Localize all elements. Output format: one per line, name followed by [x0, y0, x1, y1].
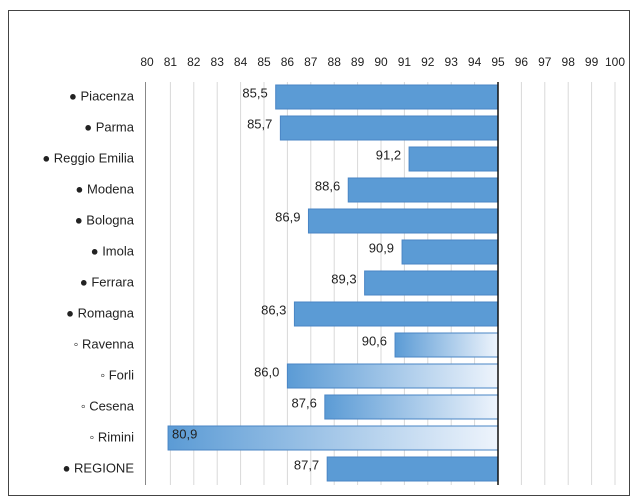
- x-tick-label: 82: [187, 55, 201, 69]
- x-tick-label: 96: [515, 55, 529, 69]
- data-label: 91,2: [376, 147, 401, 162]
- x-tick-label: 95: [491, 55, 505, 69]
- y-tick-label: ● Imola: [91, 243, 135, 258]
- data-label: 86,3: [261, 302, 286, 317]
- x-tick-label: 81: [164, 55, 178, 69]
- bar: [307, 208, 499, 234]
- x-tick-label: 90: [374, 55, 388, 69]
- y-tick-label: ● Modena: [76, 181, 135, 196]
- data-label: 89,3: [331, 271, 356, 286]
- x-tick-label: 80: [140, 55, 154, 69]
- x-tick-label: 94: [468, 55, 482, 69]
- data-label: 88,6: [315, 178, 340, 193]
- bar: [394, 332, 499, 358]
- y-tick-label: ● Parma: [84, 119, 135, 134]
- y-tick-label: ● Bologna: [75, 212, 135, 227]
- y-tick-label: ● REGIONE: [63, 460, 135, 475]
- x-tick-label: 84: [234, 55, 248, 69]
- y-tick-label: ● Romagna: [66, 305, 135, 320]
- y-tick-label: ◦ Rimini: [90, 429, 134, 444]
- x-tick-label: 88: [328, 55, 342, 69]
- x-tick-label: 87: [304, 55, 318, 69]
- bar: [364, 270, 499, 296]
- x-tick-label: 97: [538, 55, 552, 69]
- x-tick-label: 85: [257, 55, 271, 69]
- x-tick-label: 86: [281, 55, 295, 69]
- x-tick-label: 83: [211, 55, 225, 69]
- x-tick-label: 91: [398, 55, 412, 69]
- data-label: 86,9: [275, 209, 300, 224]
- data-label: 85,5: [242, 85, 267, 100]
- bar: [275, 84, 499, 110]
- bar: [401, 239, 499, 265]
- x-tick-label: 100: [605, 55, 625, 69]
- bar: [347, 177, 499, 203]
- bar: [293, 301, 499, 327]
- y-tick-label: ◦ Ravenna: [74, 336, 135, 351]
- x-tick-label: 89: [351, 55, 365, 69]
- x-tick-label: 92: [421, 55, 435, 69]
- x-tick-label: 98: [562, 55, 576, 69]
- x-tick-label: 93: [445, 55, 459, 69]
- bar: [408, 146, 499, 172]
- bar: [167, 425, 499, 451]
- y-tick-label: ◦ Cesena: [81, 398, 135, 413]
- y-tick-label: ● Ferrara: [80, 274, 135, 289]
- x-tick-label: 99: [585, 55, 599, 69]
- bar: [279, 115, 499, 141]
- data-label: 86,0: [254, 364, 279, 379]
- y-tick-label: ● Reggio Emilia: [42, 150, 134, 165]
- bar: [286, 363, 499, 389]
- data-label: 80,9: [172, 426, 197, 441]
- y-tick-label: ● Piacenza: [69, 88, 135, 103]
- y-tick-label: ◦ Forli: [101, 367, 135, 382]
- data-label: 90,9: [369, 240, 394, 255]
- bar: [324, 394, 499, 420]
- data-label: 87,6: [292, 395, 317, 410]
- data-label: 85,7: [247, 116, 272, 131]
- data-label: 87,7: [294, 457, 319, 472]
- data-label: 90,6: [362, 333, 387, 348]
- bar: [326, 456, 499, 482]
